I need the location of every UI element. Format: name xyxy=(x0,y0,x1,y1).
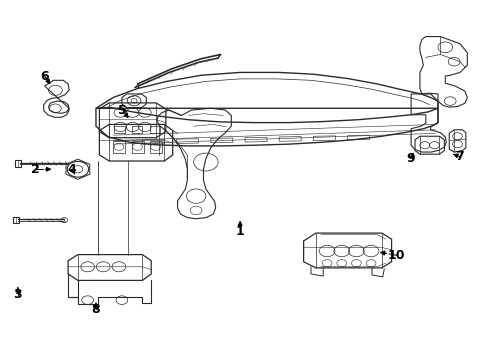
Text: 1: 1 xyxy=(236,225,245,238)
Text: 5: 5 xyxy=(119,104,127,117)
Text: 7: 7 xyxy=(456,150,465,163)
Text: 2: 2 xyxy=(31,163,40,176)
Text: 4: 4 xyxy=(67,163,76,176)
Text: 3: 3 xyxy=(14,288,22,301)
Text: 9: 9 xyxy=(407,152,416,165)
Text: 8: 8 xyxy=(92,303,100,316)
Text: 10: 10 xyxy=(388,249,405,262)
Text: 6: 6 xyxy=(40,69,49,82)
